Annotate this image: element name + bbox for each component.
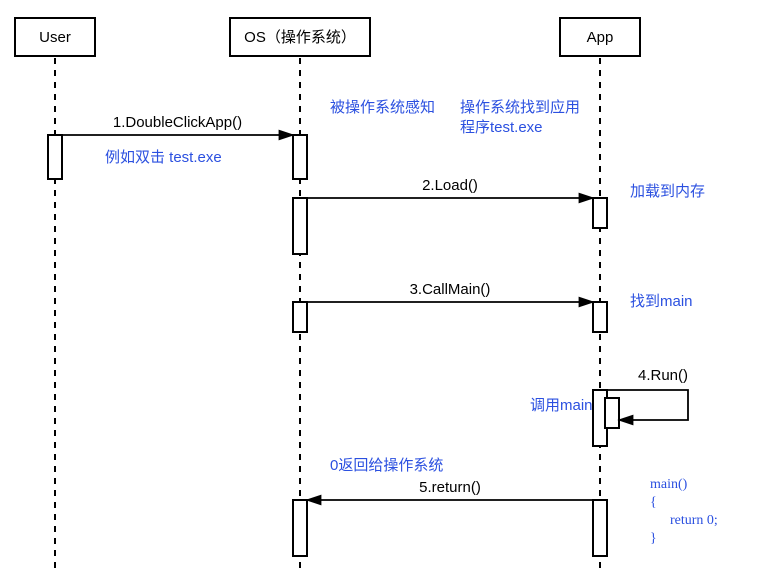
message-label: 3.CallMain() (410, 281, 491, 298)
actor-app: App (560, 18, 640, 56)
sequence-diagram: User OS（操作系统） App 1.DoubleClickApp() 2.Lo… (0, 0, 758, 580)
code-line: return 0; (670, 513, 718, 528)
activation-bar (48, 135, 62, 179)
note: 例如双击 test.exe (105, 149, 222, 166)
note: 被操作系统感知 (330, 99, 435, 116)
note: 程序test.exe (460, 119, 543, 136)
actor-label: User (39, 29, 71, 46)
code-line: { (650, 495, 657, 510)
activation-bar (293, 500, 307, 556)
message-label: 2.Load() (422, 177, 478, 194)
activation-bar (593, 302, 607, 332)
activation-bar (605, 398, 619, 428)
message-label: 1.DoubleClickApp() (113, 114, 242, 131)
activation-bar (593, 198, 607, 228)
activation-bar (293, 135, 307, 179)
actor-user: User (15, 18, 95, 56)
note: 找到main (630, 293, 693, 310)
message-label: 4.Run() (638, 367, 688, 384)
code-line: } (650, 531, 657, 546)
actor-label: App (587, 29, 614, 46)
note: 0返回给操作系统 (330, 457, 443, 474)
activation-bar (593, 500, 607, 556)
actor-label: OS（操作系统） (244, 29, 356, 46)
code-line: main() (650, 477, 688, 492)
note: 调用main (530, 397, 593, 414)
note: 加载到内存 (630, 183, 705, 200)
message-label: 5.return() (419, 479, 481, 496)
activation-bar (293, 302, 307, 332)
actor-os: OS（操作系统） (230, 18, 370, 56)
activation-bar (293, 198, 307, 254)
note: 操作系统找到应用 (460, 98, 580, 116)
